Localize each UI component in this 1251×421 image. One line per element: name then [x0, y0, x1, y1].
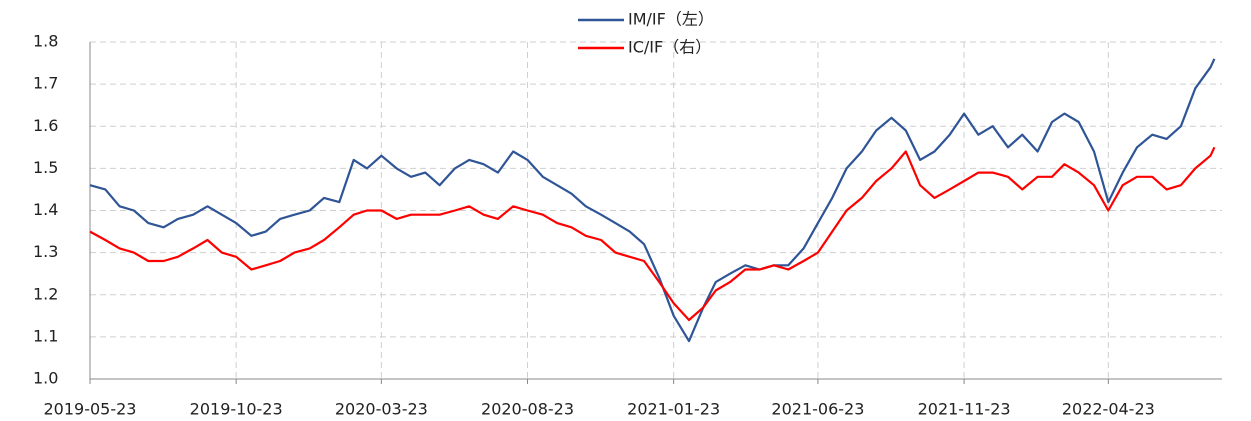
legend-label: IM/IF（左）: [628, 10, 714, 29]
y-tick-label: 1.2: [33, 284, 58, 303]
x-tick-label: 2021-01-23: [627, 400, 720, 419]
y-tick-label: 1.8: [33, 32, 58, 51]
y-tick-label: 1.5: [33, 158, 58, 177]
legend-label: IC/IF（右）: [628, 38, 711, 57]
x-tick-label: 2019-05-23: [44, 400, 137, 419]
y-tick-label: 1.4: [33, 200, 58, 219]
y-tick-label: 1.0: [33, 369, 58, 388]
series-line: [89, 58, 1216, 343]
x-tick-label: 2020-08-23: [481, 400, 574, 419]
x-tick-label: 2021-06-23: [771, 400, 864, 419]
series-line: [89, 146, 1216, 322]
x-tick-label: 2021-11-23: [918, 400, 1011, 419]
y-tick-label: 1.7: [33, 74, 58, 93]
x-tick-label: 2022-04-23: [1062, 400, 1155, 419]
y-tick-label: 1.1: [33, 326, 58, 345]
y-tick-label: 1.6: [33, 116, 58, 135]
y-tick-label: 1.3: [33, 242, 58, 261]
x-tick-label: 2020-03-23: [335, 400, 428, 419]
x-tick-label: 2019-10-23: [190, 400, 283, 419]
